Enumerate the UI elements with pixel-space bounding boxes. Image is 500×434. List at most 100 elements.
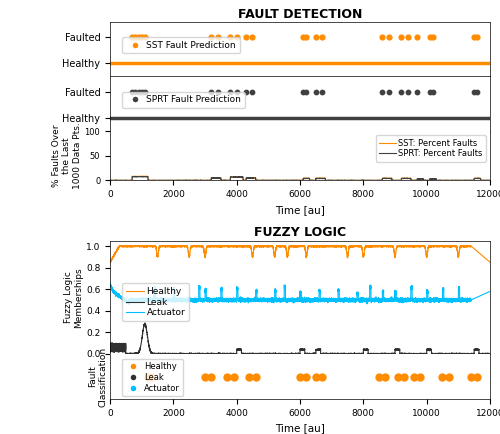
- Point: [144, 373, 152, 380]
- Point: [299, 34, 307, 41]
- SPRT: Percent Faults: (1.03e+03, 7.86): Percent Faults: (1.03e+03, 7.86): [140, 174, 145, 179]
- SST: Percent Faults: (2, 0): Percent Faults: (2, 0): [107, 178, 113, 183]
- SST: Percent Faults: (1.78e+03, 0.0194): Percent Faults: (1.78e+03, 0.0194): [164, 178, 170, 183]
- Point: [208, 373, 216, 380]
- Point: [378, 89, 386, 95]
- Point: [138, 89, 145, 95]
- Legend: Healthy, Leak, Actuator: Healthy, Leak, Actuator: [122, 283, 189, 321]
- Point: [429, 34, 437, 41]
- Leak: [127, 351, 133, 356]
- Point: [134, 34, 142, 41]
- Title: FUZZY LOGIC: FUZZY LOGIC: [254, 227, 346, 240]
- Leak: [107, 345, 113, 351]
- Leak: [307, 352, 313, 357]
- Leak: [338, 351, 344, 356]
- X-axis label: Time [au]: Time [au]: [275, 424, 325, 434]
- Point: [394, 373, 402, 380]
- Point: [467, 373, 475, 380]
- SPRT: Percent Faults: (6.15e+03, 3.78): Percent Faults: (6.15e+03, 3.78): [302, 176, 308, 181]
- Point: [426, 89, 434, 95]
- Actuator: [126, 302, 132, 307]
- Point: [302, 89, 310, 95]
- Point: [410, 373, 418, 380]
- Actuator: [307, 297, 313, 302]
- SST: Percent Faults: (0, 0.0565): Percent Faults: (0, 0.0565): [107, 178, 113, 183]
- Actuator: [107, 283, 113, 289]
- Line: Actuator: Actuator: [110, 283, 490, 304]
- Point: [404, 89, 411, 95]
- Legend: Healthy, Leak, Actuator: Healthy, Leak, Actuator: [122, 359, 184, 396]
- SST: Percent Faults: (1.2e+04, 0.0103): Percent Faults: (1.2e+04, 0.0103): [487, 178, 493, 183]
- Point: [318, 373, 326, 380]
- Point: [296, 373, 304, 380]
- Healthy: [108, 260, 114, 265]
- Point: [426, 34, 434, 41]
- Point: [404, 34, 411, 41]
- SST: Percent Faults: (6.15e+03, 3.93): Percent Faults: (6.15e+03, 3.93): [302, 176, 308, 181]
- Point: [474, 89, 482, 95]
- Point: [299, 89, 307, 95]
- Point: [226, 89, 234, 95]
- Leak: [123, 352, 129, 357]
- SST: Percent Faults: (6.32e+03, 0): Percent Faults: (6.32e+03, 0): [307, 178, 313, 183]
- Point: [208, 89, 216, 95]
- Healthy: [302, 244, 308, 250]
- Point: [384, 89, 392, 95]
- Point: [214, 89, 222, 95]
- Point: [128, 89, 136, 95]
- Healthy: [107, 260, 113, 265]
- Point: [246, 373, 254, 380]
- SST: Percent Faults: (7.3e+03, 0.0581): Percent Faults: (7.3e+03, 0.0581): [338, 178, 344, 183]
- Point: [398, 34, 406, 41]
- Healthy: [307, 243, 313, 249]
- Healthy: [206, 244, 212, 249]
- Actuator: [164, 298, 170, 303]
- Point: [312, 34, 320, 41]
- Point: [208, 34, 216, 41]
- Y-axis label: Fuzzy Logic
Memberships: Fuzzy Logic Memberships: [64, 267, 83, 328]
- Point: [242, 34, 250, 41]
- Point: [398, 89, 406, 95]
- Y-axis label: Fault
Classification: Fault Classification: [88, 347, 107, 407]
- Healthy: [338, 244, 344, 249]
- SPRT: Percent Faults: (5, 0): Percent Faults: (5, 0): [107, 178, 113, 183]
- SPRT: Percent Faults: (7.3e+03, 0.0315): Percent Faults: (7.3e+03, 0.0315): [338, 178, 344, 183]
- Point: [223, 373, 231, 380]
- Point: [413, 34, 421, 41]
- Point: [416, 373, 424, 380]
- Leak: [206, 352, 212, 357]
- Point: [318, 89, 326, 95]
- Actuator: [338, 298, 344, 303]
- SST: Percent Faults: (1.07e+03, 8.25): Percent Faults: (1.07e+03, 8.25): [141, 174, 147, 179]
- Point: [445, 373, 453, 380]
- Point: [128, 34, 136, 41]
- Leak: [487, 351, 493, 356]
- Line: SST: Percent Faults: SST: Percent Faults: [110, 176, 490, 181]
- Point: [248, 89, 256, 95]
- Point: [134, 89, 142, 95]
- Point: [429, 89, 437, 95]
- Point: [214, 34, 222, 41]
- Leak: [302, 347, 308, 352]
- Line: Healthy: Healthy: [110, 246, 490, 262]
- SPRT: Percent Faults: (0, 0.104): Percent Faults: (0, 0.104): [107, 178, 113, 183]
- Point: [470, 34, 478, 41]
- Point: [201, 373, 209, 380]
- Point: [312, 89, 320, 95]
- Point: [252, 373, 260, 380]
- Point: [232, 89, 240, 95]
- Point: [226, 34, 234, 41]
- Title: FAULT DETECTION: FAULT DETECTION: [238, 7, 362, 20]
- Point: [232, 34, 240, 41]
- Actuator: [108, 281, 114, 286]
- Line: SPRT: Percent Faults: SPRT: Percent Faults: [110, 177, 490, 181]
- Point: [378, 34, 386, 41]
- Point: [302, 34, 310, 41]
- Point: [438, 373, 446, 380]
- SPRT: Percent Faults: (632, 0.071): Percent Faults: (632, 0.071): [127, 178, 133, 183]
- Point: [375, 373, 383, 380]
- Healthy: [127, 243, 133, 249]
- Legend: SPRT Fault Prediction: SPRT Fault Prediction: [122, 92, 245, 108]
- Leak: [164, 352, 170, 357]
- Point: [141, 89, 149, 95]
